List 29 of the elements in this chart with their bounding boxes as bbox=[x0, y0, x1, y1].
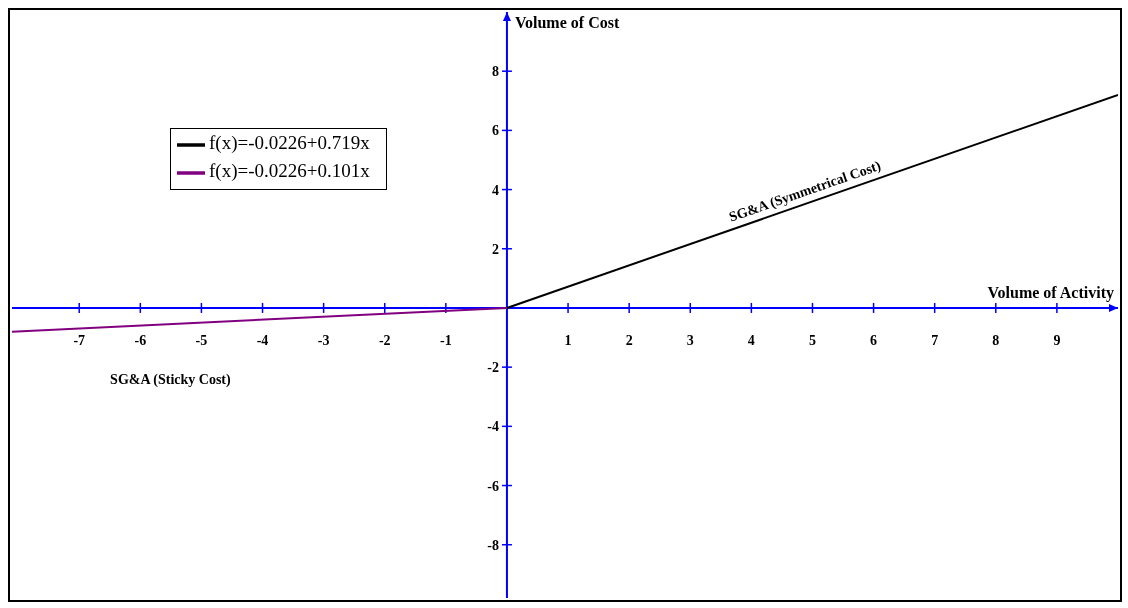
y-tick-label: -8 bbox=[487, 537, 499, 553]
x-tick-label: -2 bbox=[378, 332, 391, 348]
x-tick-label: 7 bbox=[931, 332, 939, 348]
x-tick-label: 3 bbox=[686, 332, 694, 348]
x-tick-label: -3 bbox=[317, 332, 330, 348]
x-tick-label: 6 bbox=[870, 332, 878, 348]
legend-label: f(x)=-0.0226+0.719x bbox=[209, 131, 370, 153]
x-tick-label: -1 bbox=[440, 332, 452, 348]
y-tick-label: -4 bbox=[487, 419, 499, 435]
y-tick-label: -2 bbox=[487, 360, 499, 376]
x-tick-label: 2 bbox=[625, 332, 633, 348]
y-axis-title: Volume of Cost bbox=[514, 14, 620, 31]
x-tick-label: -6 bbox=[134, 332, 147, 348]
x-tick-label: 5 bbox=[808, 332, 816, 348]
x-tick-label: 8 bbox=[992, 332, 1000, 348]
annotation: SG&A (Sticky Cost) bbox=[110, 372, 231, 389]
x-tick-label: 1 bbox=[564, 332, 572, 348]
legend-label: f(x)=-0.0226+0.101x bbox=[209, 159, 370, 181]
x-tick-label: -5 bbox=[195, 332, 208, 348]
x-tick-label: 9 bbox=[1053, 332, 1061, 348]
x-tick-label: -7 bbox=[73, 332, 86, 348]
y-tick-label: 6 bbox=[491, 123, 499, 139]
y-tick-label: 2 bbox=[491, 241, 499, 257]
x-tick-label: -4 bbox=[256, 332, 269, 348]
y-tick-label: 4 bbox=[491, 182, 499, 198]
y-tick-label: 8 bbox=[491, 64, 499, 80]
x-axis-title: Volume of Activity bbox=[987, 283, 1114, 302]
x-tick-label: 4 bbox=[747, 332, 755, 348]
y-tick-label: -6 bbox=[487, 478, 499, 494]
